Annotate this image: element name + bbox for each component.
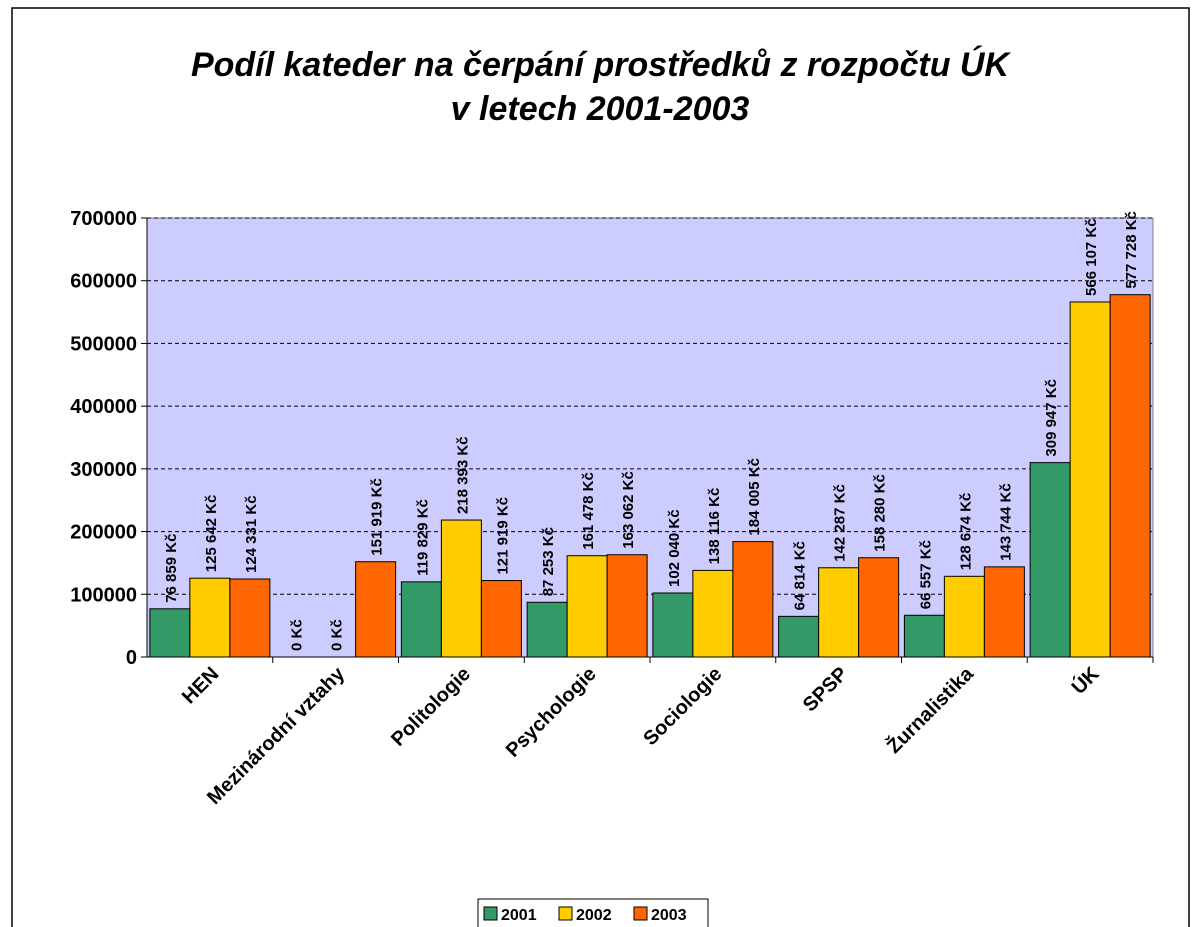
legend-box xyxy=(477,898,709,927)
value-label: 142 287 Kč xyxy=(832,484,849,562)
bar xyxy=(1069,301,1111,658)
chart-title: v letech 2001-2003 xyxy=(451,90,750,128)
value-label: 102 040 Kč xyxy=(666,509,683,587)
value-label: 66 557 Kč xyxy=(917,540,934,609)
bar xyxy=(818,567,860,658)
legend-label: 2003 xyxy=(651,907,687,924)
bar xyxy=(858,557,900,658)
value-label: 309 947 Kč xyxy=(1043,379,1060,457)
value-label: 184 005 Kč xyxy=(746,458,763,536)
y-tick-label: 700000 xyxy=(70,208,137,230)
legend-label: 2002 xyxy=(576,907,612,924)
bar xyxy=(778,615,820,658)
bar xyxy=(983,566,1025,658)
bar xyxy=(355,561,397,658)
value-label: 119 829 Kč xyxy=(414,499,431,576)
value-label: 151 919 Kč xyxy=(369,478,386,556)
legend-swatch xyxy=(558,906,573,921)
y-tick-label: 300000 xyxy=(70,459,137,481)
value-label: 138 116 Kč xyxy=(706,488,723,565)
value-label: 125 642 Kč xyxy=(203,495,220,573)
bar xyxy=(526,601,568,658)
value-label: 158 280 Kč xyxy=(872,474,889,552)
bar xyxy=(149,608,191,658)
value-label: 218 393 Kč xyxy=(454,436,471,514)
bar xyxy=(1029,462,1071,658)
value-label: 161 478 Kč xyxy=(580,472,597,550)
value-label: 121 919 Kč xyxy=(494,497,511,575)
value-label: 64 814 Kč xyxy=(792,541,809,610)
bar xyxy=(732,541,774,658)
chart-title: Podíl kateder na čerpání prostředků z ro… xyxy=(191,46,1011,84)
y-tick-label: 400000 xyxy=(70,396,137,418)
y-tick-label: 0 xyxy=(126,647,137,669)
value-label: 163 062 Kč xyxy=(620,471,637,549)
y-tick-label: 600000 xyxy=(70,271,137,293)
bar xyxy=(440,519,482,658)
value-label: 0 Kč xyxy=(289,619,306,651)
y-tick-label: 100000 xyxy=(70,584,137,606)
value-label: 143 744 Kč xyxy=(997,483,1014,561)
bar xyxy=(229,578,271,658)
legend-swatch xyxy=(633,906,648,921)
value-label: 566 107 Kč xyxy=(1083,218,1100,296)
bar xyxy=(652,592,694,658)
y-tick-label: 500000 xyxy=(70,333,137,355)
bar xyxy=(566,555,608,658)
bar xyxy=(400,581,442,658)
value-label: 577 728 Kč xyxy=(1123,211,1140,289)
bar xyxy=(943,575,985,658)
y-tick-label: 200000 xyxy=(70,522,137,544)
legend-label: 2001 xyxy=(501,907,537,924)
bar xyxy=(692,569,734,658)
bar xyxy=(903,614,945,658)
bar xyxy=(606,554,648,658)
value-label: 0 Kč xyxy=(329,619,346,651)
bar xyxy=(189,577,231,658)
bar xyxy=(480,580,522,658)
value-label: 87 253 Kč xyxy=(540,527,557,596)
bar xyxy=(1109,294,1151,658)
value-label: 76 859 Kč xyxy=(163,534,180,603)
value-label: 124 331 Kč xyxy=(243,495,260,573)
legend-swatch xyxy=(483,906,498,921)
value-label: 128 674 Kč xyxy=(957,493,974,571)
